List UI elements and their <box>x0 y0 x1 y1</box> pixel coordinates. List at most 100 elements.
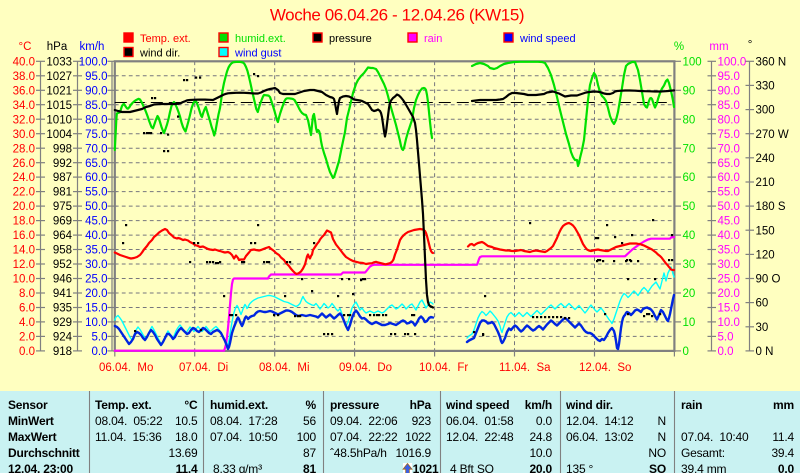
svg-text:981: 981 <box>53 187 72 199</box>
svg-text:30: 30 <box>683 259 696 271</box>
svg-text:360 N: 360 N <box>756 56 787 68</box>
svg-text:wind dir.: wind dir. <box>139 48 180 60</box>
svg-text:08.04. 17:28: 08.04. 17:28 <box>210 414 278 428</box>
svg-text:964: 964 <box>53 230 73 242</box>
svg-text:45.0: 45.0 <box>718 216 740 228</box>
svg-text:13.69: 13.69 <box>168 446 198 460</box>
svg-text:08.04. Mi: 08.04. Mi <box>259 362 310 374</box>
svg-text:60: 60 <box>756 298 769 310</box>
svg-text:45.0: 45.0 <box>85 216 107 228</box>
svg-text:20: 20 <box>683 288 696 300</box>
svg-text:rain: rain <box>681 398 702 412</box>
svg-text:11.4: 11.4 <box>176 462 198 473</box>
svg-text:20.0: 20.0 <box>529 462 552 473</box>
svg-text:SO: SO <box>649 462 666 473</box>
svg-text:87: 87 <box>303 446 316 460</box>
svg-text:330: 330 <box>756 81 775 93</box>
svg-text:918: 918 <box>53 346 72 358</box>
svg-text:5.0: 5.0 <box>718 332 734 344</box>
svg-text:mm: mm <box>709 41 728 53</box>
svg-text:10.0: 10.0 <box>13 274 35 286</box>
svg-text:1016.9: 1016.9 <box>395 446 431 460</box>
svg-text:wind speed: wind speed <box>445 398 509 412</box>
svg-text:1021: 1021 <box>46 85 72 97</box>
svg-text:35.0: 35.0 <box>85 245 107 257</box>
svg-text:10: 10 <box>683 317 696 329</box>
svg-text:1004: 1004 <box>46 129 72 141</box>
svg-text:40.0: 40.0 <box>13 56 35 68</box>
svg-text:09.04. 22:06: 09.04. 22:06 <box>330 414 398 428</box>
svg-text:1010: 1010 <box>46 114 72 126</box>
svg-text:N: N <box>658 430 666 444</box>
svg-text:12.0: 12.0 <box>13 259 35 271</box>
svg-text:952: 952 <box>53 259 72 271</box>
svg-text:Temp. ext.: Temp. ext. <box>95 398 151 412</box>
svg-text:12.04. 22:48: 12.04. 22:48 <box>446 430 514 444</box>
svg-text:0.0: 0.0 <box>92 346 108 358</box>
svg-text:06.04. 01:58: 06.04. 01:58 <box>446 414 514 428</box>
svg-text:07.04. 10:40: 07.04. 10:40 <box>681 430 749 444</box>
svg-text:humid.ext.: humid.ext. <box>235 33 286 45</box>
svg-text:992: 992 <box>53 158 72 170</box>
svg-text:06.04. Mo: 06.04. Mo <box>99 362 153 374</box>
svg-text:1027: 1027 <box>46 71 72 83</box>
svg-text:60: 60 <box>683 172 696 184</box>
svg-text:100: 100 <box>683 56 702 68</box>
svg-text:958: 958 <box>53 245 72 257</box>
svg-text:hPa: hPa <box>410 398 432 412</box>
svg-text:30: 30 <box>756 322 769 334</box>
svg-text:24.0: 24.0 <box>13 172 35 184</box>
svg-text:NO: NO <box>648 446 666 460</box>
svg-text:270 W: 270 W <box>756 129 789 141</box>
svg-text:987: 987 <box>53 172 72 184</box>
svg-text:923: 923 <box>412 414 432 428</box>
svg-text:32.0: 32.0 <box>13 114 35 126</box>
svg-text:28.0: 28.0 <box>13 143 35 155</box>
svg-text:75.0: 75.0 <box>718 129 740 141</box>
svg-text:8.33 g/m³: 8.33 g/m³ <box>213 462 262 473</box>
svg-text:210: 210 <box>756 177 775 189</box>
svg-text:2.0: 2.0 <box>19 332 35 344</box>
svg-text:924: 924 <box>53 332 73 344</box>
svg-text:90 O: 90 O <box>756 274 781 286</box>
svg-text:95.0: 95.0 <box>85 71 107 83</box>
svg-text:95.0: 95.0 <box>718 71 740 83</box>
svg-text:20.0: 20.0 <box>85 288 107 300</box>
svg-text:150: 150 <box>756 225 775 237</box>
svg-text:wind speed: wind speed <box>519 33 576 45</box>
svg-text:56: 56 <box>303 414 316 428</box>
svg-text:Temp. ext.: Temp. ext. <box>140 33 191 45</box>
svg-text:941: 941 <box>53 288 72 300</box>
svg-text:6.0: 6.0 <box>19 303 35 315</box>
svg-text:40.0: 40.0 <box>85 230 107 242</box>
svg-text:18.0: 18.0 <box>13 216 35 228</box>
svg-text:975: 975 <box>53 201 72 213</box>
svg-text:240: 240 <box>756 153 775 165</box>
svg-text:90.0: 90.0 <box>718 85 740 97</box>
svg-text:50.0: 50.0 <box>718 201 740 213</box>
svg-text:15.0: 15.0 <box>85 303 107 315</box>
svg-text:0: 0 <box>683 346 689 358</box>
svg-text:°C: °C <box>19 41 32 53</box>
svg-text:26.0: 26.0 <box>13 158 35 170</box>
svg-text:30.0: 30.0 <box>85 259 107 271</box>
svg-text:wind dir.: wind dir. <box>565 398 613 412</box>
svg-text:24.8: 24.8 <box>529 430 552 444</box>
svg-text:65.0: 65.0 <box>718 158 740 170</box>
svg-text:14.0: 14.0 <box>13 245 35 257</box>
svg-text:10.5: 10.5 <box>175 414 198 428</box>
svg-text:0.0: 0.0 <box>19 346 35 358</box>
svg-text:Sensor: Sensor <box>8 398 48 412</box>
svg-text:°: ° <box>748 39 753 51</box>
svg-text:85.0: 85.0 <box>85 100 107 112</box>
svg-text:11.04. Sa: 11.04. Sa <box>499 362 551 374</box>
svg-text:80.0: 80.0 <box>85 114 107 126</box>
svg-text:09.04. Do: 09.04. Do <box>339 362 392 374</box>
svg-text:°C: °C <box>184 398 198 412</box>
svg-text:Woche 06.04.26 - 12.04.26 (KW1: Woche 06.04.26 - 12.04.26 (KW15) <box>270 6 524 25</box>
svg-text:36.0: 36.0 <box>13 85 35 97</box>
svg-text:07.04. 22:22: 07.04. 22:22 <box>330 430 398 444</box>
svg-text:1021: 1021 <box>413 462 439 473</box>
svg-text:4 Bft SO: 4 Bft SO <box>450 462 494 473</box>
svg-text:935: 935 <box>53 303 72 315</box>
